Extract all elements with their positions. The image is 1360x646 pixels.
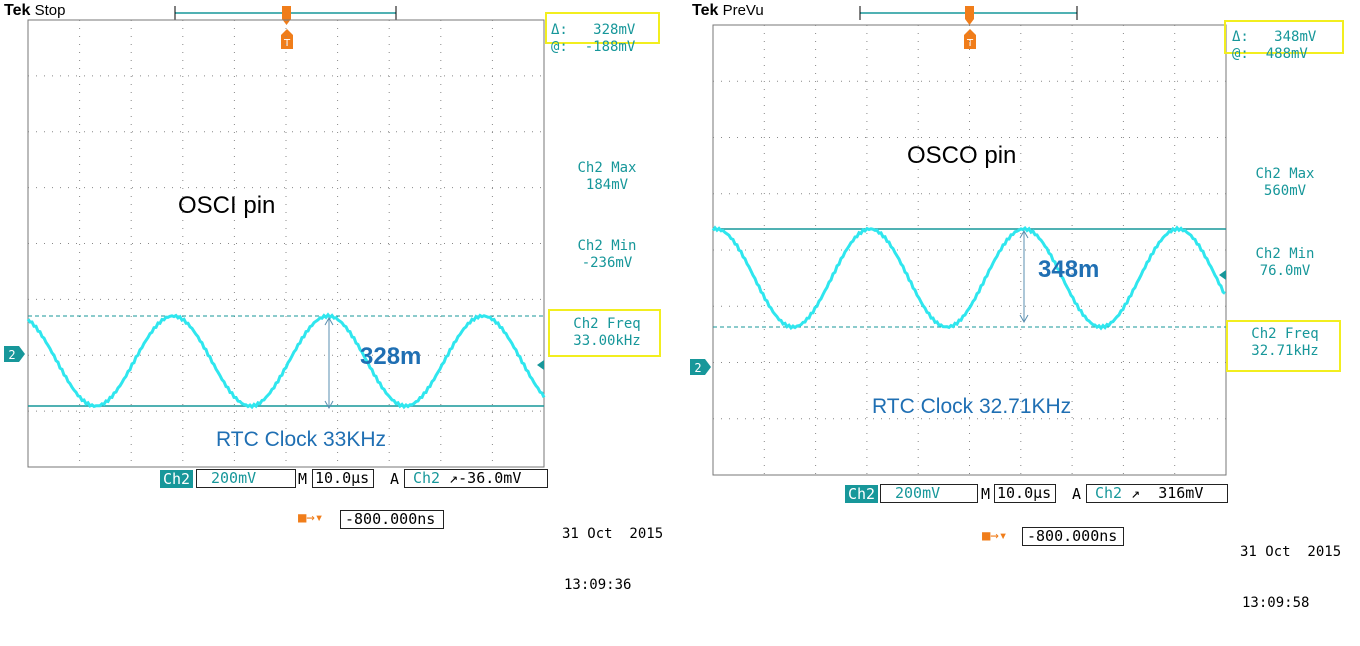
- time: 13:09:58: [1242, 595, 1310, 611]
- freq-value: 32.71kHz: [1251, 343, 1319, 359]
- max-value: 560mV: [1263, 183, 1307, 199]
- amplitude-arrow-icon: [1019, 229, 1029, 324]
- frequency-readout-highlight: [1226, 320, 1341, 372]
- cursor-readout-highlight: [545, 12, 660, 44]
- scope-header: Tek PreVu: [692, 2, 764, 20]
- freq-label: Ch2 Freq: [1251, 326, 1319, 342]
- cursor-readout-highlight: [1224, 20, 1344, 54]
- measurement-ch2-min: Ch2 Min 76.0mV: [1240, 246, 1330, 280]
- max-label: Ch2 Max: [577, 160, 637, 176]
- brand-logo: Tek: [4, 2, 31, 19]
- date: 31 Oct 2015: [1240, 544, 1342, 560]
- measurement-ch2-freq: Ch2 Freq 32.71kHz: [1240, 326, 1330, 360]
- cursor-readout: Δ: 328mV @: -188mV: [551, 22, 635, 56]
- date: 31 Oct 2015: [562, 526, 664, 542]
- min-value: 76.0mV: [1259, 263, 1311, 279]
- trigger-prefix: A: [1072, 485, 1082, 503]
- svg-text:T: T: [283, 38, 291, 49]
- pin-label: OSCO pin: [907, 142, 1017, 169]
- delta-value: 348mV: [1274, 29, 1317, 45]
- clock-label: RTC Clock 33KHz: [216, 428, 386, 451]
- time-per-div[interactable]: 10.0µs: [994, 484, 1056, 503]
- volts-per-div[interactable]: 200mV: [880, 484, 978, 503]
- measurement-ch2-max: Ch2 Max 184mV: [562, 160, 652, 194]
- measurement-ch2-min: Ch2 Min -236mV: [562, 238, 652, 272]
- at-value: 488mV: [1265, 46, 1308, 62]
- measurement-ch2-max: Ch2 Max 560mV: [1240, 166, 1330, 200]
- channel-button[interactable]: Ch2: [845, 485, 879, 503]
- oscilloscope-screen-left: Tek Stop T 2: [0, 0, 680, 593]
- trigger-offset[interactable]: -800.000ns: [340, 510, 444, 529]
- at-label: @:: [1232, 46, 1249, 62]
- date-time: 31 Oct 2015 13:09:58: [1240, 510, 1341, 646]
- measurement-ch2-freq: Ch2 Freq 33.00kHz: [562, 316, 652, 350]
- trigger-level-marker-icon: [537, 360, 544, 370]
- waveform-graticule: T 2: [4, 6, 546, 468]
- max-value: 184mV: [585, 177, 629, 193]
- rising-edge-icon: ↗: [449, 469, 459, 487]
- timebase-prefix: M: [981, 485, 991, 503]
- clock-label: RTC Clock 32.71KHz: [872, 395, 1072, 418]
- trigger-channel: Ch2: [413, 469, 441, 487]
- delta-label: Δ:: [551, 22, 568, 38]
- channel-2-trace: [26, 312, 546, 410]
- trigger-offset-icon: ■→▾: [298, 510, 324, 526]
- channel-2-marker-icon: 2: [4, 346, 25, 362]
- time-per-div[interactable]: 10.0µs: [312, 469, 374, 488]
- freq-value: 33.00kHz: [573, 333, 641, 349]
- trigger-level: 316mV: [1158, 484, 1204, 502]
- rising-edge-icon: ↗: [1131, 484, 1141, 502]
- channel-button[interactable]: Ch2: [160, 470, 194, 488]
- date-time: 31 Oct 2015 13:09:36: [562, 492, 663, 628]
- volts-per-div[interactable]: 200mV: [196, 469, 296, 488]
- freq-label: Ch2 Freq: [573, 316, 641, 332]
- min-label: Ch2 Min: [577, 238, 637, 254]
- trigger-level: -36.0mV: [458, 469, 522, 487]
- delta-label: Δ:: [1232, 29, 1249, 45]
- frequency-readout-highlight: [548, 309, 661, 357]
- at-value: -188mV: [584, 39, 636, 55]
- min-value: -236mV: [581, 255, 633, 271]
- channel-2-trace: [711, 225, 1226, 331]
- trigger-settings[interactable]: Ch2 ↗-36.0mV: [404, 469, 548, 488]
- amplitude-label: 348m: [1038, 256, 1100, 283]
- svg-text:T: T: [966, 38, 974, 49]
- trigger-offset[interactable]: -800.000ns: [1022, 527, 1124, 546]
- amplitude-arrow-icon: [324, 316, 334, 410]
- trigger-position-icon: T: [281, 6, 293, 49]
- trigger-prefix: A: [390, 470, 400, 488]
- delta-value: 328mV: [593, 22, 636, 38]
- min-label: Ch2 Min: [1255, 246, 1315, 262]
- scope-header: Tek Stop: [4, 2, 65, 20]
- acquisition-mode: PreVu: [722, 2, 764, 19]
- trigger-settings[interactable]: Ch2 ↗ 316mV: [1086, 484, 1228, 503]
- waveform-graticule: T 2: [690, 6, 1227, 476]
- at-label: @:: [551, 39, 568, 55]
- acquisition-mode: Stop: [34, 2, 66, 19]
- trigger-channel: Ch2: [1095, 484, 1123, 502]
- cursor-readout: Δ: 348mV @: 488mV: [1232, 29, 1316, 63]
- trigger-offset-icon: ■→▾: [982, 528, 1008, 544]
- oscilloscope-screen-right: Tek PreVu T 2 Δ: 348mV @:: [690, 0, 1360, 611]
- channel-2-marker-icon: 2: [690, 359, 711, 375]
- amplitude-label: 328m: [360, 343, 422, 370]
- brand-logo: Tek: [692, 2, 719, 19]
- time: 13:09:36: [564, 577, 632, 593]
- max-label: Ch2 Max: [1255, 166, 1315, 182]
- timebase-prefix: M: [298, 470, 308, 488]
- pin-label: OSCI pin: [178, 192, 276, 219]
- svg-text:2: 2: [8, 348, 15, 362]
- trigger-level-marker-icon: [1219, 270, 1226, 280]
- svg-text:2: 2: [694, 361, 701, 375]
